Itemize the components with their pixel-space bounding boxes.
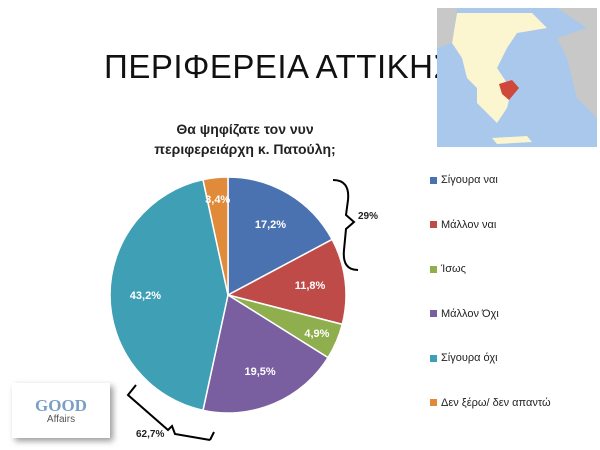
legend-label: Μάλλον ναι: [441, 218, 497, 231]
legend-swatch: [430, 399, 437, 406]
legend-item: Δεν ξέρω/ δεν απαντώ: [430, 397, 551, 409]
annotation-29: 29%: [358, 211, 378, 222]
data-label: 3,4%: [205, 194, 230, 206]
pie-slice: [202, 176, 229, 296]
greece-map-icon: [437, 8, 597, 144]
slide-title: ΠΕΡΙΦΕΡΕΙΑ ΑΤΤΙΚΗΣ: [104, 48, 455, 85]
good-affairs-logo: GOOD Affairs: [12, 383, 110, 438]
legend-label: Σίγουρα όχι: [441, 352, 498, 364]
logo-line1: GOOD: [35, 396, 87, 415]
chart-title-line1: Θα ψηφίζατε τον νυν: [176, 121, 314, 137]
legend-item: Μάλλον Όχι: [430, 308, 499, 320]
legend-item: Μάλλον ναι: [430, 219, 496, 231]
data-label: 4,9%: [304, 328, 329, 340]
legend-swatch: [430, 310, 437, 317]
data-label: 17,2%: [255, 219, 286, 231]
chart-title-line2: περιφερειάρχη κ. Πατούλη;: [154, 141, 336, 157]
legend-swatch: [430, 221, 437, 228]
pie-slice: [109, 178, 229, 412]
legend-item: Σίγουρα ναι: [430, 174, 498, 186]
greece-map-image: [437, 8, 597, 147]
legend-label: Δεν ξέρω/ δεν απαντώ: [441, 396, 551, 409]
chart-title: Θα ψηφίζατε τον νυν περιφερειάρχη κ. Πατ…: [120, 119, 370, 159]
bracket-29: [332, 179, 359, 271]
legend-swatch: [430, 176, 437, 184]
legend-label: Μάλλον Όχι: [441, 307, 499, 320]
legend-label: Ίσως: [441, 263, 466, 275]
legend-item: Σίγουρα όχι: [430, 352, 498, 364]
legend-item: Ίσως: [430, 263, 466, 275]
pie-slice: [227, 176, 334, 297]
legend-swatch: [430, 265, 437, 273]
logo-line2: Affairs: [46, 414, 76, 425]
data-label: 19,5%: [244, 366, 275, 378]
annotation-62-7: 62,7%: [136, 429, 164, 440]
pie-slice: [202, 293, 330, 414]
pie-slice: [225, 238, 347, 326]
bracket-62-7: [126, 384, 215, 441]
data-label: 43,2%: [130, 290, 161, 302]
data-label: 11,8%: [295, 280, 326, 292]
legend-label: Σίγουρα ναι: [441, 174, 498, 186]
legend-swatch: [430, 354, 437, 362]
